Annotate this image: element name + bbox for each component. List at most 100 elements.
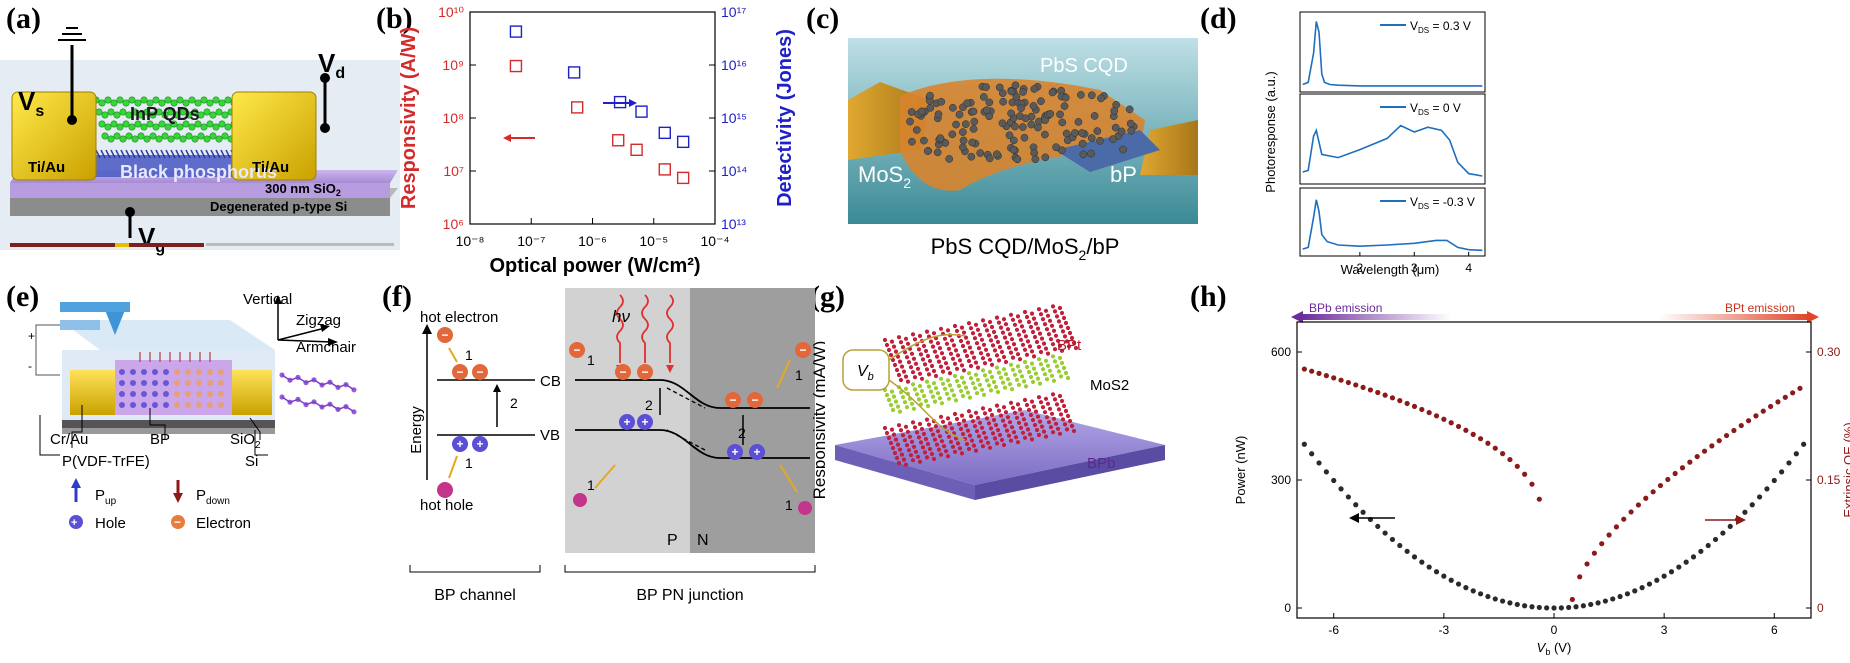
bpt-atom (1021, 329, 1027, 334)
mos2-atom (1002, 385, 1008, 390)
qe-point (1455, 423, 1462, 430)
mos2-atom (1023, 384, 1029, 389)
bpb-atom (996, 408, 1002, 413)
bpt-atom (1062, 334, 1068, 339)
svg-text:−: − (174, 515, 181, 529)
bpb-atom (1028, 412, 1034, 418)
qe-point (1643, 495, 1649, 501)
mos2-atom (1016, 382, 1022, 387)
qe-point (1309, 368, 1315, 374)
bpt-atom (930, 344, 936, 349)
bpt-atom (1019, 324, 1025, 329)
bpb-atom (989, 412, 995, 418)
bpt-atom (984, 328, 990, 333)
mos2-atom (904, 405, 910, 410)
power-point (1551, 605, 1557, 611)
power-point (1544, 605, 1550, 611)
bpt-atom (957, 358, 963, 363)
bpb-atom (983, 435, 989, 440)
bpt-atom (1031, 316, 1037, 321)
bpb-atom (1021, 417, 1027, 422)
mos2-atom (900, 395, 906, 400)
mos2-atom (911, 406, 917, 411)
bpt-atom (1038, 349, 1044, 355)
bpt-atom (1013, 347, 1019, 352)
bpb-atom (1014, 415, 1020, 420)
qe-point (1375, 389, 1381, 396)
bpb-atom (987, 407, 993, 413)
bpt-atom (1073, 345, 1079, 351)
bpt-atom (974, 341, 980, 346)
panel-b-chart: 10⁻⁸ 10⁻⁷ 10⁻⁶ 10⁻⁵ 10⁻⁴ 10⁶ 10⁷ 10⁸ 10⁹ 10¹⁰ 10¹³… (398, 4, 796, 277)
bpt-atom (995, 339, 1001, 345)
bpt-atom (1038, 312, 1044, 317)
hole-icon (472, 436, 488, 452)
detectivity-point (676, 135, 690, 149)
mos2-atom (940, 381, 946, 386)
mos2-atom (1036, 357, 1042, 362)
qe-point (1536, 496, 1542, 502)
bpb-atom (957, 446, 963, 451)
bpb-atom (990, 431, 996, 436)
mos2-atom (952, 373, 958, 379)
svg-text:+: + (456, 437, 463, 451)
electron-icon (637, 364, 653, 380)
bpt-atom (946, 346, 952, 351)
bpt-atom (975, 365, 981, 370)
power-point (1757, 494, 1763, 500)
bpt-atom (938, 364, 944, 369)
svg-text:−: − (619, 365, 626, 379)
electron-icon (437, 327, 453, 343)
responsivity-point (612, 134, 625, 147)
mos2-atom (1019, 374, 1025, 379)
left-contact-label: Ti/Au (28, 159, 65, 176)
bpb-atom (1024, 402, 1030, 408)
bpt-atom (943, 361, 949, 366)
bpb-atom (893, 437, 899, 442)
bpb-atom (908, 453, 914, 458)
qe-point (1569, 596, 1575, 603)
substrate (835, 410, 1165, 485)
bpb-atom (913, 449, 919, 454)
bpb-atom (1027, 432, 1033, 437)
bpb-atom (943, 449, 949, 454)
bpb-atom (891, 432, 897, 437)
bpb-label: BPb (1087, 455, 1115, 472)
bpt-atom (894, 367, 900, 373)
bpb-atom (976, 434, 982, 439)
h-x-tick-label: 3 (1661, 623, 1668, 637)
bpt-atom (1066, 344, 1072, 349)
power-point (1316, 460, 1322, 466)
svg-text:+: + (641, 415, 648, 429)
bpt-atom (1058, 324, 1064, 329)
power-point (1727, 523, 1733, 530)
n-label: N (697, 532, 709, 549)
vb-axis-label: Vb (V) (1537, 640, 1572, 657)
bpt-atom (970, 331, 976, 336)
power-point (1492, 596, 1498, 602)
bp-label: bP (1110, 162, 1137, 187)
mos2-atom (961, 380, 967, 385)
qe-point (1745, 418, 1752, 424)
bp-flake (1055, 130, 1160, 172)
bpt-atom (1039, 336, 1045, 341)
bp-label-e: BP (150, 431, 170, 448)
electron-icon (569, 342, 585, 358)
bpb-atom (1051, 416, 1057, 421)
oxide-label: 300 nm SiO2 (265, 181, 341, 198)
bpt-atom (1035, 326, 1041, 331)
mos2-atom (933, 386, 939, 391)
mos2-atom (1003, 372, 1009, 377)
bpb-atom (935, 429, 941, 434)
bpb-atom (933, 424, 939, 429)
bpt-atom (1008, 312, 1014, 317)
bpt-atom (897, 359, 903, 364)
bpt-atom (1018, 337, 1024, 342)
bpt-atom (912, 375, 918, 380)
bpt-atom (967, 345, 973, 350)
power-point (1793, 451, 1799, 457)
bpb-atom (915, 454, 921, 459)
bpt-atom (1065, 325, 1071, 331)
bpt-atom (906, 360, 912, 365)
d-x-tick-label: 3 (1411, 261, 1418, 275)
